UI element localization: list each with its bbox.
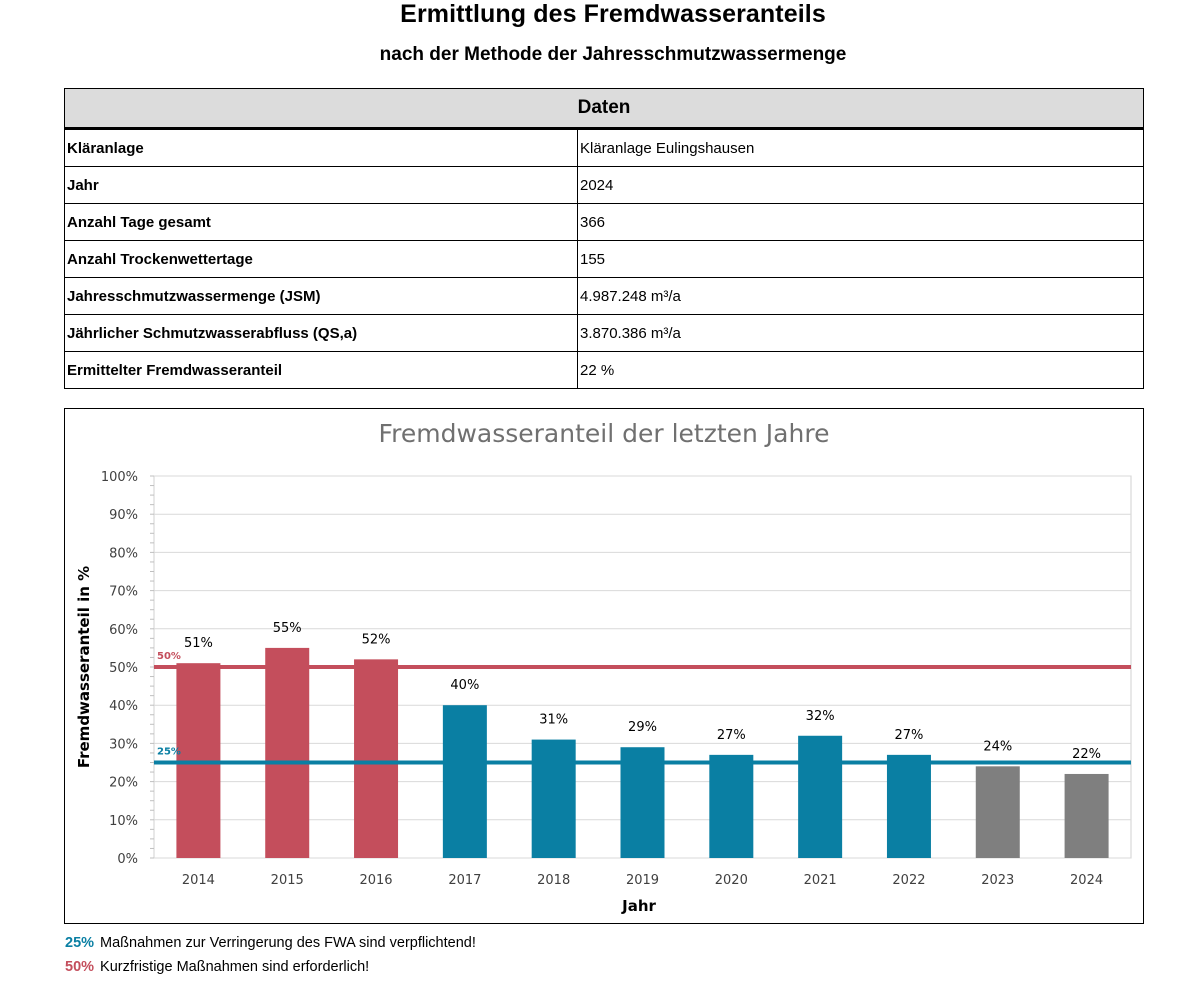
data-label: 27%	[895, 728, 924, 743]
y-tick-label: 60%	[109, 623, 138, 638]
page-title: Ermittlung des Fremdwasseranteils	[400, 0, 826, 28]
row-value: 366	[577, 203, 1144, 241]
bar	[531, 739, 576, 858]
y-tick-label: 30%	[109, 737, 138, 752]
data-label: 24%	[983, 739, 1012, 754]
data-label: 29%	[628, 720, 657, 735]
data-label: 40%	[450, 678, 479, 693]
x-tick-label: 2020	[715, 873, 748, 888]
row-label: Jahr	[64, 166, 578, 204]
x-tick-label: 2018	[537, 873, 570, 888]
row-value: 2024	[577, 166, 1144, 204]
reference-line-label: 50%	[157, 651, 181, 662]
x-tick-label: 2021	[804, 873, 837, 888]
row-value: 22 %	[577, 351, 1144, 389]
legend-item-50: 50% Kurzfristige Maßnahmen sind erforderl…	[65, 959, 369, 975]
bar	[354, 659, 399, 858]
row-value: 155	[577, 240, 1144, 278]
data-label: 55%	[273, 621, 302, 636]
table-row: Jahresschmutzwassermenge (JSM) 4.987.248…	[64, 277, 1144, 315]
row-label: Ermittelter Fremdwasseranteil	[64, 351, 578, 389]
data-label: 31%	[539, 713, 568, 728]
data-label: 51%	[184, 636, 213, 651]
x-tick-label: 2024	[1070, 873, 1103, 888]
table-row: Jährlicher Schmutzwasserabfluss (QS,a) 3…	[64, 314, 1144, 352]
bar-chart: Fremdwasseranteil der letzten Jahre 0% 10%…	[75, 419, 1132, 915]
x-tick-label: 2017	[448, 873, 481, 888]
legend-text: Maßnahmen zur Verringerung des FWA sind …	[100, 935, 476, 951]
x-tick-label: 2015	[271, 873, 304, 888]
row-label: Jahresschmutzwassermenge (JSM)	[64, 277, 578, 315]
chart-title: Fremdwasseranteil der letzten Jahre	[379, 419, 830, 448]
y-tick-label: 70%	[109, 585, 138, 600]
y-tick-label: 90%	[109, 508, 138, 523]
bar	[886, 754, 931, 858]
x-axis-title: Jahr	[621, 897, 656, 915]
legend-text: Kurzfristige Maßnahmen sind erforderlich…	[100, 959, 370, 975]
x-tick-label: 2014	[182, 873, 215, 888]
y-tick-label: 50%	[109, 661, 138, 676]
y-tick-label: 10%	[109, 814, 138, 829]
y-tick-label: 80%	[109, 546, 138, 561]
row-value: Kläranlage Eulingshausen	[577, 128, 1144, 167]
legend-item-25: 25% Maßnahmen zur Verringerung des FWA si…	[65, 935, 476, 951]
y-tick-label: 100%	[101, 470, 138, 485]
y-tick-label: 40%	[109, 699, 138, 714]
x-tick-label: 2022	[892, 873, 925, 888]
data-label: 32%	[806, 709, 835, 724]
data-label: 27%	[717, 728, 746, 743]
bar	[620, 747, 665, 858]
data-label: 52%	[362, 632, 391, 647]
data-table: Daten Kläranlage Kläranlage Eulingshause…	[64, 88, 1144, 389]
row-label: Jährlicher Schmutzwasserabfluss (QS,a)	[64, 314, 578, 352]
table-row: Ermittelter Fremdwasseranteil 22 %	[64, 351, 1144, 389]
x-tick-label: 2016	[359, 873, 392, 888]
table-row: Kläranlage Kläranlage Eulingshausen	[64, 128, 1144, 167]
bar	[709, 754, 754, 858]
row-label: Anzahl Tage gesamt	[64, 203, 578, 241]
y-tick-label: 20%	[109, 776, 138, 791]
bar	[265, 647, 310, 858]
table-header-row: Daten	[64, 88, 1144, 130]
x-tick-label: 2023	[981, 873, 1014, 888]
legend-pct: 25%	[65, 935, 95, 951]
table-row: Anzahl Trockenwettertage 155	[64, 240, 1144, 278]
bar	[798, 735, 843, 858]
page-subtitle: nach der Methode der Jahresschmutzwasser…	[379, 44, 847, 65]
row-value: 3.870.386 m³/a	[577, 314, 1144, 352]
y-tick-label: 0%	[117, 852, 138, 867]
x-tick-label: 2019	[626, 873, 659, 888]
bar	[442, 705, 487, 858]
table-heading: Daten	[64, 88, 1144, 130]
table-row: Jahr 2024	[64, 166, 1144, 204]
row-label: Anzahl Trockenwettertage	[64, 240, 578, 278]
table-row: Anzahl Tage gesamt 366	[64, 203, 1144, 241]
chart-panel: Fremdwasseranteil der letzten Jahre 0% 10%…	[64, 408, 1144, 924]
row-label: Kläranlage	[64, 128, 578, 167]
row-value: 4.987.248 m³/a	[577, 277, 1144, 315]
bar	[975, 766, 1020, 858]
y-axis-title: Fremdwasseranteil in %	[75, 566, 93, 768]
reference-line-label: 25%	[157, 747, 181, 758]
data-label: 22%	[1072, 747, 1101, 762]
legend-pct: 50%	[65, 959, 95, 975]
bar	[1064, 773, 1109, 858]
